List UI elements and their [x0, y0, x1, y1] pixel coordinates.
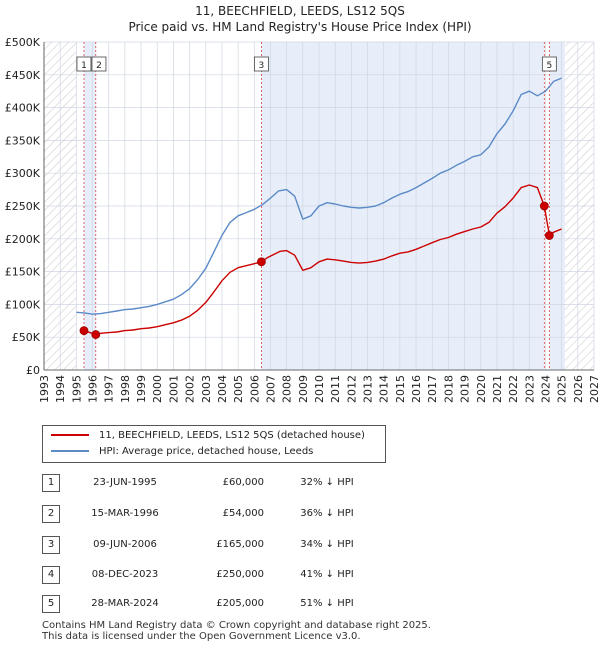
transaction-date: 08-DEC-2023	[91, 569, 159, 580]
transaction-hpi: 32% ↓ HPI	[300, 477, 354, 488]
hpi-line	[76, 77, 562, 315]
legend: 11, BEECHFIELD, LEEDS, LS12 5QS (detache…	[42, 425, 386, 463]
sale-point	[79, 326, 89, 336]
transaction-number: 4	[42, 566, 60, 584]
x-tick-label: 2004	[216, 375, 229, 403]
x-tick-label: 2017	[426, 375, 439, 403]
y-tick-label: £350K	[5, 134, 41, 147]
sale-marker-number: 2	[96, 61, 102, 71]
x-tick-label: 2025	[556, 375, 569, 403]
x-tick-label: 2009	[297, 375, 310, 403]
red-line-swatch	[51, 434, 89, 436]
sale-marker-number: 1	[81, 61, 87, 71]
transaction-date: 28-MAR-2024	[91, 598, 159, 609]
y-tick-label: £50K	[12, 331, 41, 344]
x-tick-label: 2027	[588, 375, 600, 403]
sale-marker-box	[76, 56, 92, 72]
chart-subtitle: Price paid vs. HM Land Registry's House …	[128, 20, 472, 34]
transaction-number: 2	[42, 505, 60, 523]
transaction-row: 2 15-MAR-1996 £54,000 36% ↓ HPI	[42, 504, 582, 524]
x-tick-label: 2024	[539, 375, 552, 403]
x-tick-label: 2007	[264, 375, 277, 403]
x-tick-label: 1993	[38, 375, 51, 403]
transaction-price: £60,000	[222, 477, 264, 488]
legend-label-hpi: HPI: Average price, detached house, Leed…	[99, 446, 314, 457]
chart-title: 11, BEECHFIELD, LEEDS, LS12 5QS	[195, 4, 405, 18]
x-tick-label: 2016	[410, 375, 423, 403]
x-tick-label: 2011	[329, 375, 342, 403]
x-tick-label: 2008	[281, 375, 294, 403]
x-tick-label: 1999	[135, 375, 148, 403]
sale-marker-box	[91, 56, 107, 72]
sale-marker-number: 5	[546, 61, 552, 71]
transaction-price: £250,000	[216, 569, 264, 580]
x-tick-label: 2005	[232, 375, 245, 403]
x-tick-label: 2010	[313, 375, 326, 403]
transaction-number: 1	[42, 474, 60, 492]
x-tick-label: 2006	[248, 375, 261, 403]
transaction-row: 1 23-JUN-1995 £60,000 32% ↓ HPI	[42, 473, 582, 493]
x-tick-label: 2012	[345, 375, 358, 403]
x-tick-label: 2001	[167, 375, 180, 403]
x-tick-label: 2018	[442, 375, 455, 403]
price-chart: 1 2 3 5 £0 £50K £100K £150K £200K £250K £300K £350K…	[5, 36, 600, 403]
transaction-hpi: 51% ↓ HPI	[300, 598, 354, 609]
transaction-date: 15-MAR-1996	[91, 508, 159, 519]
y-tick-label: £200K	[5, 233, 41, 246]
x-tick-label: 2023	[523, 375, 536, 403]
x-tick-label: 1994	[54, 375, 67, 403]
x-tick-label: 2013	[362, 375, 375, 403]
x-tick-label: 2002	[184, 375, 197, 403]
sale-marker-box	[254, 56, 269, 72]
sale-point	[257, 257, 266, 267]
footer: Contains HM Land Registry data © Crown c…	[42, 620, 431, 642]
transaction-row: 5 28-MAR-2024 £205,000 51% ↓ HPI	[42, 594, 582, 614]
sale-point	[91, 330, 101, 339]
y-tick-label: £250K	[5, 200, 41, 213]
x-tick-label: 2020	[475, 375, 488, 403]
footer-licence: This data is licensed under the Open Gov…	[42, 631, 361, 642]
transaction-hpi: 36% ↓ HPI	[300, 508, 354, 519]
price-paid-line	[83, 184, 562, 336]
x-tick-label: 2015	[394, 375, 407, 403]
y-tick-label: £300K	[5, 167, 41, 180]
y-tick-label: £150K	[5, 266, 41, 279]
x-tick-label: 1997	[103, 375, 116, 403]
transaction-row: 3 09-JUN-2006 £165,000 34% ↓ HPI	[42, 535, 582, 555]
y-tick-label: £500K	[5, 36, 41, 49]
legend-label-property: 11, BEECHFIELD, LEEDS, LS12 5QS (detache…	[99, 430, 365, 441]
x-tick-label: 2019	[459, 375, 472, 403]
y-tick-label: £450K	[5, 69, 41, 82]
legend-item-hpi: HPI: Average price, detached house, Leed…	[51, 444, 313, 460]
y-tick-label: £400K	[5, 102, 41, 115]
x-tick-label: 1996	[87, 375, 100, 403]
transaction-price: £205,000	[216, 598, 264, 609]
transaction-row: 4 08-DEC-2023 £250,000 41% ↓ HPI	[42, 565, 582, 585]
transaction-hpi: 34% ↓ HPI	[300, 539, 354, 550]
y-tick-label: £100K	[5, 298, 41, 311]
transaction-date: 23-JUN-1995	[93, 477, 157, 488]
sale-marker-box	[541, 56, 557, 72]
transaction-date: 09-JUN-2006	[93, 539, 157, 550]
y-tick-label: £0	[26, 364, 40, 377]
x-tick-label: 2022	[507, 375, 520, 403]
transaction-number: 3	[42, 536, 60, 554]
blue-line-swatch	[51, 450, 89, 452]
transaction-number: 5	[42, 595, 60, 613]
transaction-price: £54,000	[222, 508, 264, 519]
x-tick-label: 2014	[378, 375, 391, 403]
x-tick-label: 2021	[491, 375, 504, 403]
x-tick-label: 2026	[572, 375, 585, 403]
sale-marker-number: 3	[259, 61, 265, 71]
x-tick-label: 2003	[200, 375, 213, 403]
sale-point	[544, 231, 554, 240]
legend-item-property: 11, BEECHFIELD, LEEDS, LS12 5QS (detache…	[51, 428, 365, 444]
transaction-hpi: 41% ↓ HPI	[300, 569, 354, 580]
transaction-price: £165,000	[216, 539, 264, 550]
x-tick-label: 2000	[151, 375, 164, 403]
x-tick-label: 1998	[119, 375, 132, 403]
sale-point	[539, 201, 549, 211]
x-tick-label: 1995	[70, 375, 83, 403]
footer-copyright: Contains HM Land Registry data © Crown c…	[42, 620, 431, 631]
